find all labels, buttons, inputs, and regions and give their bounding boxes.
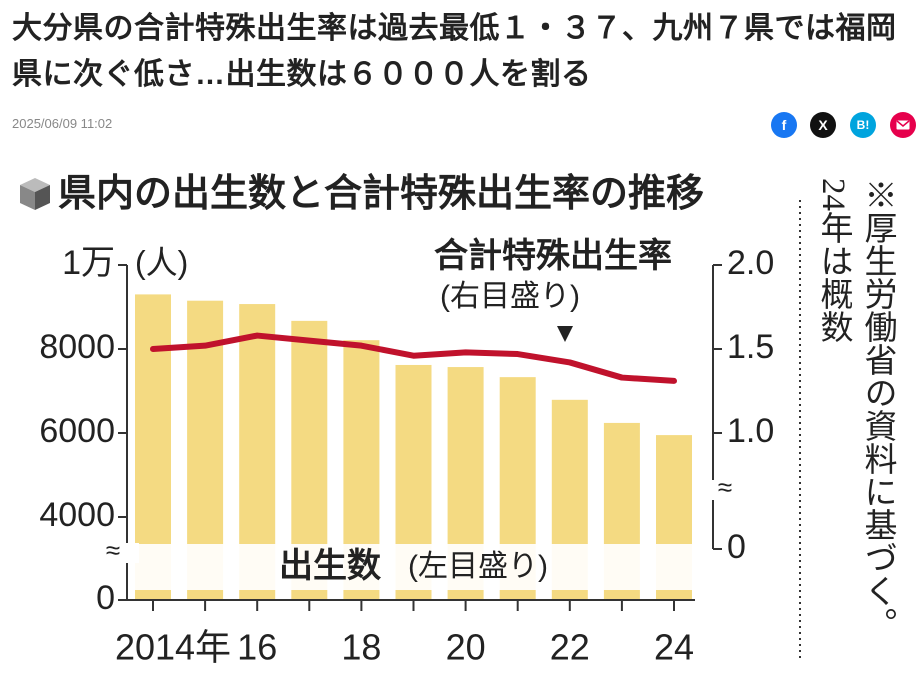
rate-line [150,332,677,384]
share-mail[interactable] [890,112,916,138]
y-tick-label: 6000 [39,412,115,450]
chart-icon [20,178,50,210]
y-tick-label: 4000 [39,496,115,534]
y2-break-mark: ≈ [718,472,732,502]
publish-date: 2025/06/09 11:02 [12,116,113,131]
births-scale-note: (左目盛り) [408,550,548,583]
y-unit: (人) [135,244,188,280]
y-break-gap [115,543,139,563]
y2-tick-label: 1.5 [727,328,774,366]
axis-break-band [130,544,705,590]
y-tick-label: 8000 [39,328,115,366]
births-label: 出生数 [279,547,381,585]
y-break-mark: ≈ [106,535,120,565]
share-facebook[interactable]: f [771,112,797,138]
x-tick-label: 22 [550,627,590,668]
rate-label: 合計特殊出生率 [434,237,672,275]
chart-title: 県内の出生数と合計特殊出生率の推移 [58,173,704,215]
estimate-note: 24年は概数 [815,178,851,343]
x-tick-label: 20 [446,627,486,668]
mail-icon [896,120,910,130]
share-hatena[interactable]: B! [850,112,876,138]
y2-tick-label: 0 [727,528,746,566]
y2-break-gap [701,480,725,500]
rate-pointer [557,326,573,342]
source-note: ※厚生労働省の資料に基づく。 [859,178,895,640]
y2-tick-label: 2.0 [727,244,774,282]
x-tick-label: 16 [237,627,277,668]
x-tick-label: 2014年 [115,627,231,668]
y-tick-label: 0 [96,579,115,617]
share-x[interactable]: X [810,112,836,138]
headline: 大分県の合計特殊出生率は過去最低１・３７、九州７県では福岡県に次ぐ低さ…出生数は… [12,12,897,91]
rate-scale-note: (右目盛り) [440,280,580,313]
x-tick-label: 18 [341,627,381,668]
y-tick-label: 1万 [62,244,115,282]
x-tick-label: 24 [654,627,694,668]
y2-tick-label: 1.0 [727,412,774,450]
